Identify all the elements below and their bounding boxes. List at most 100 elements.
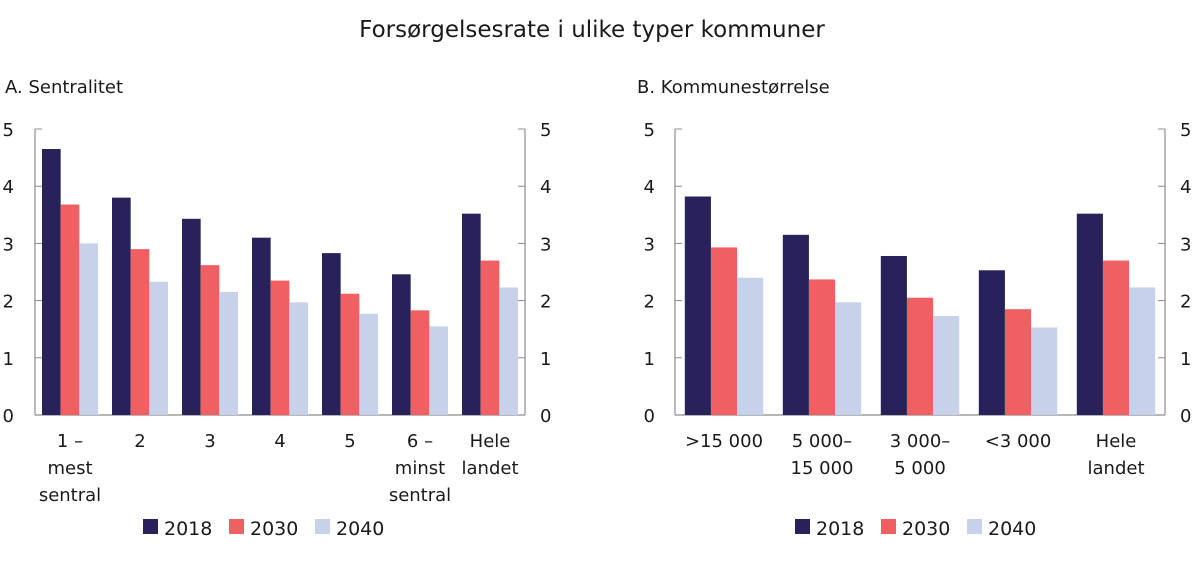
bar-2030 — [60, 204, 80, 415]
y-tick-label-right: 0 — [540, 406, 551, 427]
legend-swatch-2040 — [967, 519, 982, 534]
bar-2030 — [808, 279, 836, 415]
y-tick-label-right: 0 — [1180, 406, 1191, 427]
bar-group — [1076, 213, 1156, 415]
x-category-label: minst — [395, 458, 445, 479]
x-category-label: sentral — [389, 485, 451, 506]
x-category-label: 5 000 — [894, 458, 946, 479]
x-category-label: mest — [47, 458, 92, 479]
legend-label: 2018 — [816, 518, 864, 540]
bar-2030 — [130, 249, 150, 415]
y-tick-label-left: 5 — [644, 120, 655, 141]
legend-label: 2030 — [250, 518, 298, 540]
bar-group — [880, 255, 960, 415]
bar-group — [322, 253, 378, 415]
bar-2030 — [410, 310, 430, 415]
bar-2030 — [270, 280, 290, 415]
bar-2018 — [252, 237, 271, 415]
bar-2040 — [835, 302, 862, 415]
bar-group — [392, 274, 448, 415]
bar-2030 — [906, 297, 934, 415]
bar-group — [462, 213, 518, 415]
bar-2040 — [933, 316, 960, 415]
bar-2040 — [1129, 287, 1156, 415]
bar-group — [182, 218, 238, 415]
legend-swatch-2040 — [315, 519, 330, 534]
y-tick-label-right: 3 — [1180, 234, 1191, 255]
x-category-label: Hele — [1096, 431, 1137, 452]
x-category-label: 5 — [344, 431, 355, 452]
bar-2040 — [219, 292, 238, 415]
y-tick-label-right: 5 — [540, 120, 551, 141]
bar-group — [978, 270, 1058, 415]
y-tick-label-right: 4 — [540, 177, 551, 198]
y-tick-label-left: 1 — [3, 349, 14, 370]
bar-2030 — [1004, 309, 1032, 415]
legend: 2018 2030 2040 — [143, 518, 384, 540]
bar-2018 — [782, 234, 809, 415]
y-tick-label-left: 2 — [3, 292, 14, 313]
bar-2018 — [880, 255, 907, 415]
x-category-label: landet — [1088, 458, 1145, 479]
bar-group — [112, 197, 168, 415]
bar-group — [782, 234, 862, 415]
legend-label: 2018 — [164, 518, 212, 540]
bar-2040 — [499, 287, 518, 415]
bar-2040 — [359, 313, 378, 415]
panel-a: A. Sentralitet 0 0 1 1 2 2 3 3 4 4 5 5 1 – mest sentral… — [3, 77, 552, 540]
bar-group — [42, 149, 98, 415]
legend-swatch-2018 — [795, 519, 810, 534]
x-category-label: landet — [462, 458, 519, 479]
y-tick-label-right: 2 — [1180, 292, 1191, 313]
bar-2018 — [42, 149, 61, 415]
bar-2030 — [200, 265, 220, 415]
bar-2040 — [1031, 327, 1058, 415]
bar-2030 — [340, 293, 360, 415]
y-tick-label-right: 5 — [1180, 120, 1191, 141]
bar-2018 — [978, 270, 1005, 415]
bar-2018 — [182, 218, 201, 415]
panel-b: B. Kommunestørrelse 0 0 1 1 2 2 3 3 4 4 5 5 >15 000 5 … — [637, 77, 1191, 540]
legend-swatch-2030 — [881, 519, 896, 534]
x-category-label: >15 000 — [685, 431, 763, 452]
legend-label: 2030 — [902, 518, 950, 540]
bar-2018 — [462, 213, 481, 415]
bar-2030 — [1102, 260, 1130, 415]
y-tick-label-left: 0 — [3, 406, 14, 427]
bar-2018 — [392, 274, 411, 415]
x-category-label: 1 – — [57, 431, 83, 452]
y-tick-label-left: 5 — [3, 120, 14, 141]
x-category-label: 6 – — [407, 431, 433, 452]
panel-title: A. Sentralitet — [5, 77, 123, 98]
x-category-label: 2 — [134, 431, 145, 452]
x-category-label: sentral — [39, 485, 101, 506]
bar-2040 — [289, 302, 308, 415]
bar-2018 — [684, 196, 711, 415]
y-tick-label-right: 1 — [1180, 349, 1191, 370]
legend: 2018 2030 2040 — [795, 518, 1036, 540]
x-category-label: Hele — [470, 431, 511, 452]
y-tick-label-left: 4 — [644, 177, 655, 198]
legend-swatch-2030 — [229, 519, 244, 534]
bar-2040 — [79, 243, 98, 415]
bar-2030 — [710, 247, 738, 415]
bar-2018 — [1076, 213, 1103, 415]
panel-title: B. Kommunestørrelse — [637, 77, 830, 98]
x-category-label: <3 000 — [985, 431, 1052, 452]
legend-label: 2040 — [988, 518, 1036, 540]
x-category-label: 3 000– — [890, 431, 951, 452]
y-tick-label-left: 3 — [3, 234, 14, 255]
bar-2018 — [112, 197, 131, 415]
bar-group — [684, 196, 764, 415]
x-category-label: 4 — [274, 431, 285, 452]
y-tick-label-right: 3 — [540, 234, 551, 255]
bar-2040 — [737, 277, 764, 415]
y-tick-label-right: 4 — [1180, 177, 1191, 198]
bar-2018 — [322, 253, 341, 415]
y-tick-label-right: 1 — [540, 349, 551, 370]
y-tick-label-right: 2 — [540, 292, 551, 313]
legend-label: 2040 — [336, 518, 384, 540]
y-tick-label-left: 4 — [3, 177, 14, 198]
bar-group — [252, 237, 308, 415]
x-category-label: 5 000– — [792, 431, 853, 452]
